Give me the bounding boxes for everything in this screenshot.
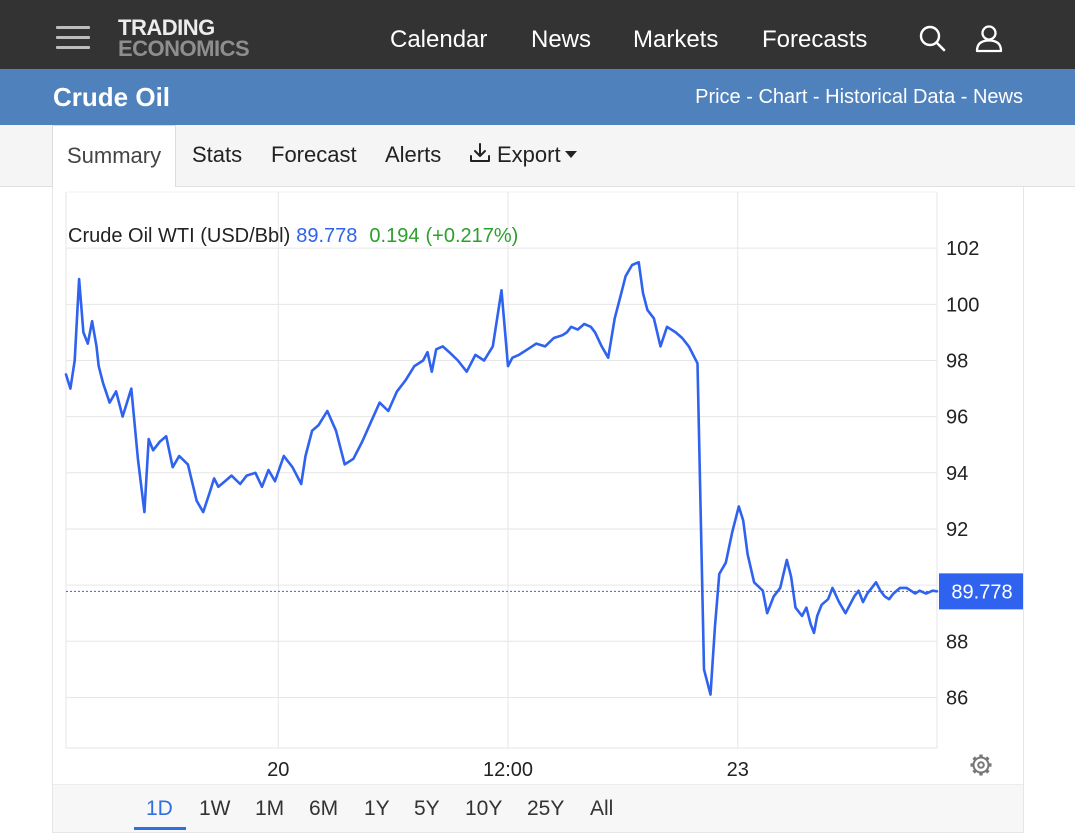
range-5y[interactable]: 5Y <box>414 797 440 820</box>
range-10y[interactable]: 10Y <box>465 797 503 820</box>
y-tick-label: 92 <box>946 519 968 541</box>
range-1w[interactable]: 1W <box>199 797 231 820</box>
y-tick-label: 98 <box>946 350 968 372</box>
logo-line-2: ECONOMICS <box>118 36 250 61</box>
chart-grid <box>65 191 938 749</box>
tab-bar: Summary Stats Forecast Alerts Export <box>0 125 1075 188</box>
range-all[interactable]: All <box>590 797 614 820</box>
tab-forecast[interactable]: Forecast <box>271 142 357 167</box>
nav-markets[interactable]: Markets <box>633 26 719 53</box>
gear-icon[interactable] <box>970 754 992 776</box>
link-price[interactable]: Price <box>695 86 741 108</box>
range-1y[interactable]: 1Y <box>364 797 390 820</box>
tab-stats[interactable]: Stats <box>192 142 243 167</box>
time-range-selector: 1D 1W 1M 6M 1Y 5Y 10Y 25Y All <box>53 784 1023 832</box>
chart-legend: Crude Oil WTI (USD/Bbl) 89.778 0.194 (+0.21… <box>68 225 518 247</box>
sub-navigation-links: Price - Chart - Historical Data - News <box>695 86 1023 109</box>
price-line <box>64 260 939 696</box>
search-icon[interactable] <box>916 22 948 54</box>
last-price-badge-layer: 89.778 <box>66 573 1023 610</box>
range-1d[interactable]: 1D <box>146 797 173 820</box>
tab-export[interactable]: Export <box>468 125 577 187</box>
link-separator: - <box>955 86 973 108</box>
tab-export-label: Export <box>497 142 561 167</box>
y-axis-ticks: 86 88 92 94 96 98 100 102 <box>946 238 979 709</box>
hamburger-menu-icon[interactable] <box>56 24 90 52</box>
y-tick-label: 100 <box>946 294 979 316</box>
link-separator: - <box>740 86 759 108</box>
price-line-layer <box>64 260 939 696</box>
x-tick-label: 12:00 <box>483 759 533 781</box>
nav-news[interactable]: News <box>531 26 592 53</box>
last-price-label: 89.778 <box>951 581 1012 603</box>
y-tick-label: 102 <box>946 238 979 260</box>
tab-alerts[interactable]: Alerts <box>385 142 442 167</box>
user-icon[interactable] <box>973 22 1005 54</box>
nav-forecasts[interactable]: Forecasts <box>762 26 868 53</box>
chevron-down-icon <box>564 151 577 158</box>
logo-line-1: TRADING <box>118 15 215 40</box>
y-tick-label: 94 <box>946 463 968 485</box>
x-axis-ticks: 20 12:00 23 <box>267 759 749 781</box>
instrument-title-bar: Crude Oil Price - Chart - Historical Dat… <box>0 69 1075 125</box>
nav-calendar[interactable]: Calendar <box>390 26 488 53</box>
current-price: 89.778 <box>296 225 357 247</box>
range-6m[interactable]: 6M <box>309 797 339 820</box>
y-tick-label: 86 <box>946 687 968 709</box>
top-navigation-bar: TRADING ECONOMICS Calendar News Markets … <box>0 0 1075 69</box>
y-tick-label: 96 <box>946 407 968 429</box>
instrument-name: Crude Oil WTI (USD/Bbl) <box>68 225 290 247</box>
price-change: 0.194 <box>369 225 419 247</box>
active-range-indicator <box>134 827 186 830</box>
x-tick-label: 20 <box>267 759 289 781</box>
y-tick-label: 88 <box>946 631 968 653</box>
range-1m[interactable]: 1M <box>255 797 285 820</box>
tab-summary[interactable]: Summary <box>52 125 177 188</box>
link-chart[interactable]: Chart <box>758 86 808 108</box>
x-tick-label: 23 <box>727 759 749 781</box>
range-25y[interactable]: 25Y <box>527 797 565 820</box>
price-change-percent: (+0.217%) <box>425 225 518 247</box>
link-historical-data[interactable]: Historical Data <box>825 86 956 108</box>
price-chart-panel: 20 12:00 23 86 88 92 94 96 98 100 102 89.778 Crud… <box>52 187 1024 833</box>
link-news[interactable]: News <box>972 86 1023 108</box>
site-logo[interactable]: TRADING ECONOMICS <box>118 15 250 61</box>
link-separator: - <box>807 86 826 108</box>
last-price-badge <box>939 573 1023 610</box>
price-chart[interactable]: 20 12:00 23 86 88 92 94 96 98 100 102 89.778 Crud… <box>53 187 1023 784</box>
page-title: Crude Oil <box>53 82 171 112</box>
download-icon <box>470 143 490 162</box>
